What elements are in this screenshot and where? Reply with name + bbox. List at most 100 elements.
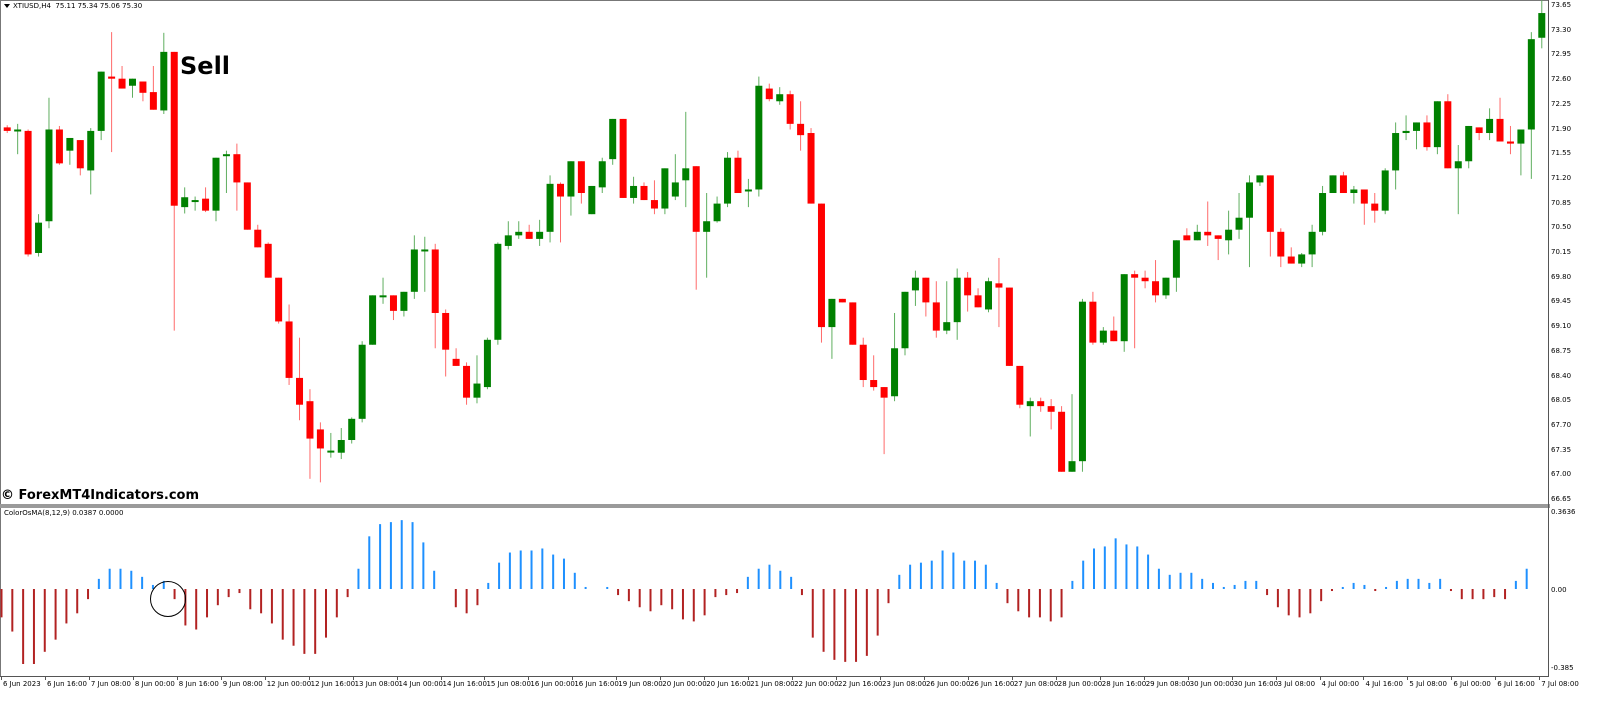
time-axis-line (0, 676, 1549, 677)
time-tick: 6 Jul 16:00 (1497, 680, 1535, 688)
price-tick: 70.85 (1551, 198, 1572, 207)
price-tick: 69.80 (1551, 272, 1572, 281)
time-tick-mark (132, 676, 134, 680)
time-tick-mark (220, 676, 222, 680)
time-tick-mark (352, 676, 354, 680)
time-tick: 23 Jun 08:00 (882, 680, 927, 688)
time-tick: 6 Jun 2023 (3, 680, 41, 688)
time-tick: 30 Jun 00:00 (1189, 680, 1235, 688)
collapse-triangle-icon[interactable] (4, 4, 10, 8)
time-tick: 29 Jun 08:00 (1145, 680, 1191, 688)
time-tick-mark (1407, 676, 1409, 680)
time-tick: 12 Jun 16:00 (310, 680, 356, 688)
price-axis-line (1548, 0, 1549, 676)
pane-separator[interactable] (0, 504, 1550, 508)
price-tick: 67.35 (1551, 445, 1572, 454)
time-tick-mark (1143, 676, 1145, 680)
price-tick: 72.25 (1551, 99, 1572, 108)
time-tick: 26 Jun 00:00 (925, 680, 971, 688)
time-tick-mark (1539, 676, 1541, 680)
price-tick: 70.15 (1551, 248, 1572, 256)
price-tick: 68.75 (1551, 346, 1572, 355)
time-tick: 6 Jul 00:00 (1453, 680, 1491, 688)
watermark: © ForexMT4Indicators.com (1, 488, 200, 503)
price-tick: 71.55 (1551, 149, 1572, 158)
time-tick: 7 Jul 08:00 (1541, 680, 1579, 688)
time-tick: 22 Jun 16:00 (838, 680, 883, 688)
indicator-axis-min: -0.385 (1551, 664, 1574, 672)
time-tick: 26 Jun 16:00 (969, 680, 1015, 688)
time-tick-mark (176, 676, 178, 680)
sell-signal-label: Sell (180, 52, 231, 80)
time-tick: 16 Jun 00:00 (530, 680, 575, 688)
time-tick-mark (880, 676, 881, 680)
time-tick: 4 Jul 00:00 (1321, 680, 1360, 688)
indicator-label: ColorOsMA(8,12,9) 0.0387 0.0000 (4, 509, 124, 517)
price-chart-pane[interactable] (0, 0, 1548, 505)
time-tick-mark (748, 676, 750, 680)
time-tick: 19 Jun 08:00 (618, 680, 663, 688)
price-tick: 68.40 (1551, 371, 1572, 380)
time-tick-mark (1, 676, 2, 680)
time-tick: 7 Jun 08:00 (90, 680, 131, 688)
time-tick: 30 Jun 16:00 (1233, 680, 1279, 688)
time-tick: 8 Jun 16:00 (178, 680, 219, 688)
time-tick: 27 Jun 08:00 (1013, 680, 1059, 688)
time-tick: 21 Jun 08:00 (750, 680, 795, 688)
time-tick: 15 Jun 08:00 (486, 680, 531, 688)
time-tick: 14 Jun 00:00 (398, 680, 444, 688)
candlestick-series (3, 0, 1546, 483)
price-tick: 70.50 (1551, 223, 1572, 232)
price-tick: 71.20 (1551, 173, 1572, 182)
symbol-name: XTIUSD,H4 (13, 2, 51, 10)
time-tick-mark (1231, 676, 1233, 680)
time-tick-mark (1099, 676, 1101, 680)
time-tick-mark (1187, 676, 1189, 680)
price-tick: 72.95 (1551, 50, 1572, 59)
time-tick-mark (1011, 676, 1013, 680)
time-tick-mark (1319, 676, 1321, 680)
indicator-axis-max: 0.3636 (1551, 508, 1576, 516)
time-tick-mark (440, 676, 442, 680)
time-tick: 20 Jun 00:00 (662, 680, 707, 688)
time-tick-mark (528, 676, 530, 680)
time-tick: 22 Jun 00:00 (794, 680, 839, 688)
time-tick: 8 Jun 00:00 (134, 680, 175, 688)
time-tick: 3 Jul 08:00 (1277, 680, 1316, 688)
price-tick: 71.90 (1551, 124, 1572, 133)
time-tick-mark (88, 676, 90, 680)
price-tick: 69.10 (1551, 322, 1572, 331)
time-tick-mark (1495, 676, 1497, 680)
time-tick-mark (704, 676, 706, 680)
price-tick: 73.30 (1551, 25, 1572, 34)
time-tick-mark (484, 676, 486, 680)
time-tick: 13 Jun 08:00 (354, 680, 400, 688)
price-tick: 67.70 (1551, 420, 1572, 429)
time-tick-mark (660, 676, 662, 680)
time-tick-mark (264, 676, 266, 680)
time-tick-mark (396, 676, 398, 680)
time-tick-mark (572, 676, 574, 680)
time-tick: 6 Jun 16:00 (46, 680, 87, 688)
symbol-header: XTIUSD,H4 75.11 75.34 75.06 75.30 (4, 2, 142, 10)
time-tick-mark (792, 676, 794, 680)
time-tick-mark (1363, 676, 1365, 680)
time-tick: 5 Jul 08:00 (1409, 680, 1447, 688)
time-tick: 20 Jun 16:00 (706, 680, 751, 688)
time-tick: 16 Jun 16:00 (574, 680, 619, 688)
time-tick: 4 Jul 16:00 (1365, 680, 1403, 688)
time-tick-mark (923, 676, 925, 680)
time-tick: 14 Jun 16:00 (442, 680, 487, 688)
indicator-axis-zero: 0.00 (1551, 586, 1567, 594)
signal-circle-marker (150, 581, 186, 617)
ohlc-values: 75.11 75.34 75.06 75.30 (55, 2, 143, 10)
time-tick: 28 Jun 00:00 (1057, 680, 1103, 688)
time-tick-mark (1275, 676, 1277, 680)
price-tick: 73.65 (1551, 1, 1572, 9)
time-tick-mark (967, 676, 969, 680)
time-tick: 12 Jun 00:00 (266, 680, 312, 688)
time-tick-mark (1055, 676, 1057, 680)
price-tick: 67.00 (1551, 470, 1572, 479)
time-tick-mark (308, 676, 310, 680)
time-tick-mark (836, 676, 838, 680)
